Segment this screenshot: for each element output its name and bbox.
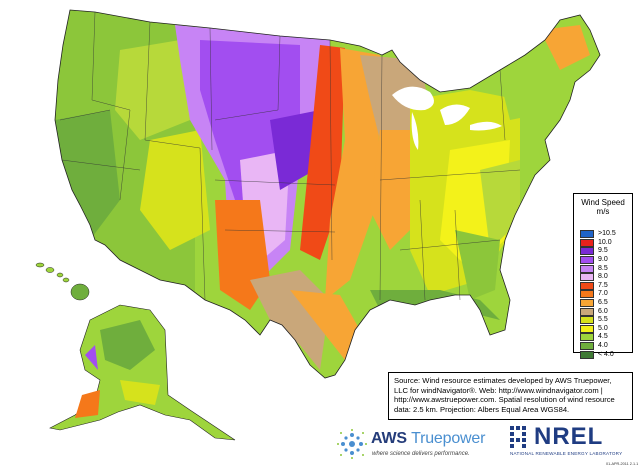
legend-label: 5.5	[598, 316, 608, 324]
legend-row: >10.5	[580, 230, 616, 239]
legend-label: 4.0	[598, 342, 608, 350]
legend-swatch	[580, 342, 594, 351]
legend-title: Wind Speed	[581, 198, 625, 207]
legend-label: 10.0	[598, 238, 612, 246]
source-line-2: LLC for windNavigator®. Web: http://www.…	[394, 385, 603, 395]
legend-label: 8.0	[598, 273, 608, 281]
source-line-1: Source: Wind resource estimates develope…	[394, 376, 612, 385]
legend-swatch	[580, 247, 594, 256]
legend-swatch	[580, 307, 594, 316]
legend-row: 4.0	[580, 342, 616, 351]
legend-swatch	[580, 290, 594, 299]
legend-row: 9.0	[580, 256, 616, 265]
legend-row: 5.5	[580, 316, 616, 325]
legend-row: 5.0	[580, 324, 616, 334]
alaska-wind-regions	[49, 304, 236, 441]
legend-label: 6.0	[598, 307, 608, 315]
aws-dots-icon	[337, 429, 367, 459]
legend-row: 10.0	[580, 238, 616, 248]
nrel-logo: NREL NATIONAL RENEWABLE ENERGY LABORATOR…	[510, 425, 635, 467]
date-stamp: 01-APR-2011 2.1.1	[606, 462, 639, 466]
legend-label: 6.5	[598, 299, 608, 307]
legend-label: 9.5	[598, 247, 608, 255]
legend-label: 4.5	[598, 333, 608, 341]
legend-row: 7.0	[580, 290, 616, 299]
legend-row: 8.0	[580, 273, 616, 282]
source-line-4: data: 2.5 km. Projection: Albers Equal A…	[394, 404, 570, 414]
legend-swatch	[580, 230, 594, 239]
legend-row: 9.5	[580, 247, 616, 256]
legend-units: m/s	[596, 207, 610, 216]
legend-swatch	[580, 238, 594, 247]
source-line-3: http://www.awstruepower.com. Spatial res…	[394, 395, 615, 404]
nrel-grid-icon	[510, 426, 526, 448]
legend-label: 7.5	[598, 281, 608, 289]
aws-wordmark: AWS Truepower	[371, 430, 486, 447]
legend-swatch	[580, 281, 594, 290]
legend-swatch	[580, 324, 594, 333]
legend-swatch	[580, 256, 594, 265]
conus-outline	[54, 9, 601, 379]
legend-row: 6.5	[580, 299, 616, 308]
wind-speed-legend: Wind Speed m/s >10.5 10.0 9.5 9.0 8.5 8.0 7.5 7…	[573, 193, 633, 359]
legend-swatch	[580, 333, 594, 342]
legend-row: 4.5	[580, 333, 616, 342]
legend-row: 8.5	[580, 264, 616, 273]
legend-swatch	[580, 350, 594, 359]
legend-label: 8.5	[598, 264, 608, 272]
legend-swatch	[580, 264, 594, 273]
legend-row: < 4.0	[580, 350, 616, 359]
conus-wind-regions	[55, 10, 600, 378]
nrel-subtitle: NATIONAL RENEWABLE ENERGY LABORATORY	[510, 451, 623, 456]
legend-row: 6.0	[580, 307, 616, 316]
state-boundaries	[59, 11, 521, 301]
aws-tagline: where science delivers performance.	[372, 451, 470, 457]
legend-swatch	[580, 316, 594, 325]
legend-label: >10.5	[598, 230, 616, 238]
legend-label: 5.0	[598, 324, 608, 332]
legend-label: 9.0	[598, 256, 608, 264]
legend-row: 7.5	[580, 281, 616, 291]
source-note: Source: Wind resource estimates develope…	[388, 372, 633, 420]
aws-truepower-logo: AWS Truepower where science delivers per…	[330, 424, 510, 464]
legend-swatch	[580, 273, 594, 282]
legend-swatch	[580, 299, 594, 308]
legend-label: < 4.0	[598, 350, 614, 358]
nrel-wordmark: NREL	[534, 423, 604, 450]
legend-rows: >10.5 10.0 9.5 9.0 8.5 8.0 7.5 7.0 6.5 6.0 5.5 5.0 4…	[580, 230, 616, 359]
legend-label: 7.0	[598, 290, 608, 298]
hawaii-islands	[35, 262, 90, 301]
